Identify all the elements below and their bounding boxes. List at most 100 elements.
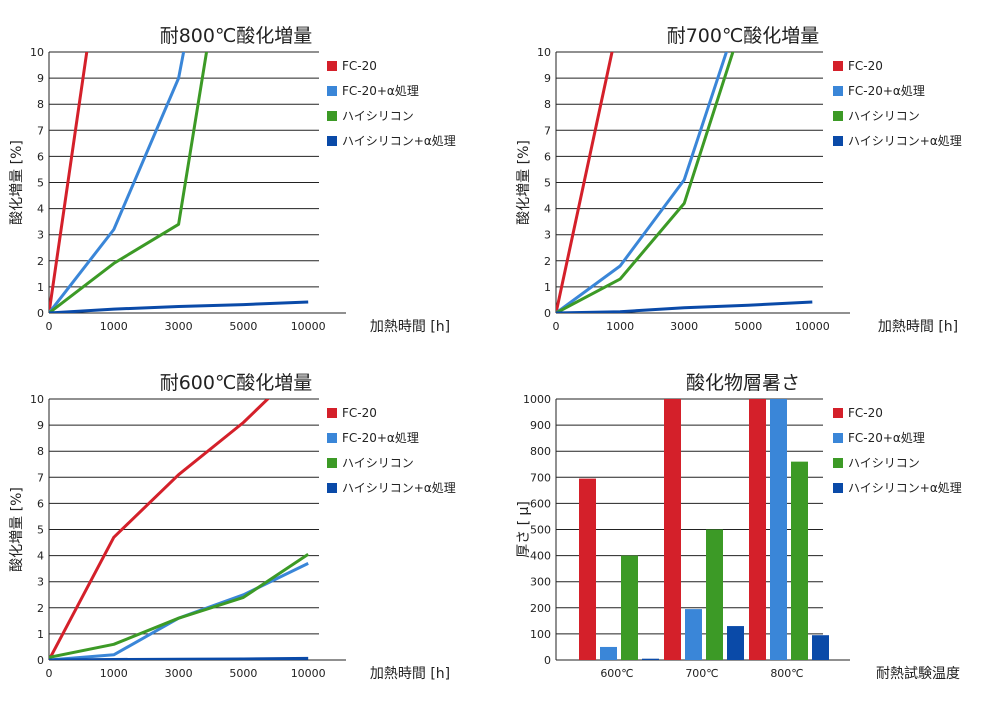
y-tick-label: 6 bbox=[37, 497, 44, 510]
chart-title: 耐600℃酸化増量 bbox=[160, 372, 313, 394]
x-tick-label: 10000 bbox=[291, 667, 326, 680]
y-tick-label: 7 bbox=[37, 471, 44, 484]
x-tick-label: 5000 bbox=[734, 320, 762, 333]
y-tick-label: 5 bbox=[544, 177, 551, 190]
y-tick-label: 5 bbox=[37, 177, 44, 190]
y-tick-label: 1 bbox=[544, 281, 551, 294]
legend-label: FC-20+α処理 bbox=[342, 431, 419, 445]
y-tick-label: 8 bbox=[37, 98, 44, 111]
x-tick-label: 1000 bbox=[606, 320, 634, 333]
legend-label: FC-20 bbox=[342, 406, 377, 420]
legend-label: FC-20 bbox=[342, 59, 377, 73]
x-tick-label: 3000 bbox=[670, 320, 698, 333]
y-tick-label: 10 bbox=[30, 393, 44, 406]
legend-swatch bbox=[327, 61, 337, 71]
legend-swatch bbox=[833, 136, 843, 146]
x-axis-title: 加熱時間 [h] bbox=[370, 319, 450, 335]
y-tick-label: 500 bbox=[530, 524, 551, 537]
y-axis-title: 酸化増量 [%] bbox=[516, 140, 532, 225]
y-tick-label: 400 bbox=[530, 550, 551, 563]
series-line-3 bbox=[49, 52, 209, 313]
plot-area bbox=[49, 52, 309, 313]
y-tick-label: 5 bbox=[37, 524, 44, 537]
legend-label: FC-20+α処理 bbox=[848, 84, 925, 98]
y-tick-label: 2 bbox=[544, 255, 551, 268]
legend-label: FC-20 bbox=[848, 406, 883, 420]
bar bbox=[812, 635, 829, 660]
y-tick-label: 0 bbox=[37, 654, 44, 667]
legend-swatch bbox=[327, 433, 337, 443]
x-tick-label: 600℃ bbox=[600, 667, 633, 680]
y-tick-label: 9 bbox=[544, 72, 551, 85]
x-axis-title: 耐熱試験温度 bbox=[876, 666, 960, 682]
y-tick-label: 3 bbox=[37, 229, 44, 242]
bar bbox=[685, 609, 702, 660]
y-tick-label: 600 bbox=[530, 497, 551, 510]
y-tick-label: 1000 bbox=[523, 393, 551, 406]
legend-swatch bbox=[327, 483, 337, 493]
y-axis-title: 酸化増量 [%] bbox=[9, 140, 25, 225]
legend-label: ハイシリコン+α処理 bbox=[848, 134, 962, 148]
y-tick-label: 3 bbox=[544, 229, 551, 242]
series-line-1 bbox=[556, 52, 614, 313]
legend-swatch bbox=[833, 433, 843, 443]
y-tick-label: 0 bbox=[544, 307, 551, 320]
x-tick-label: 10000 bbox=[291, 320, 326, 333]
bar bbox=[600, 646, 617, 660]
plot-area bbox=[49, 399, 310, 660]
y-tick-label: 1 bbox=[37, 628, 44, 641]
y-tick-label: 800 bbox=[530, 445, 551, 458]
legend-label: ハイシリコン+α処理 bbox=[848, 481, 962, 495]
y-tick-label: 100 bbox=[530, 628, 551, 641]
y-axis-title: 厚さ [ μ] bbox=[516, 501, 532, 558]
y-tick-label: 4 bbox=[37, 550, 44, 563]
y-tick-label: 8 bbox=[544, 98, 551, 111]
y-tick-label: 6 bbox=[37, 150, 44, 163]
x-axis-title: 加熱時間 [h] bbox=[370, 666, 450, 682]
plot-area bbox=[556, 52, 813, 313]
legend-label: FC-20 bbox=[848, 59, 883, 73]
bar bbox=[770, 399, 787, 660]
x-tick-label: 700℃ bbox=[685, 667, 718, 680]
legend-swatch bbox=[327, 408, 337, 418]
y-axis-title: 酸化増量 [%] bbox=[9, 487, 25, 572]
legend-swatch bbox=[833, 86, 843, 96]
bar bbox=[791, 461, 808, 660]
series-line-4 bbox=[49, 300, 309, 313]
y-tick-label: 0 bbox=[544, 654, 551, 667]
legend-label: ハイシリコン+α処理 bbox=[342, 134, 456, 148]
series-line-1 bbox=[49, 52, 89, 313]
legend-swatch bbox=[327, 86, 337, 96]
x-tick-label: 0 bbox=[46, 667, 53, 680]
legend-swatch bbox=[833, 458, 843, 468]
y-tick-label: 300 bbox=[530, 576, 551, 589]
legend-label: ハイシリコン+α処理 bbox=[342, 481, 456, 495]
chart-title: 耐700℃酸化増量 bbox=[667, 25, 820, 47]
series-line-4 bbox=[556, 300, 813, 313]
legend-swatch bbox=[327, 111, 337, 121]
y-tick-label: 9 bbox=[37, 419, 44, 432]
legend-label: ハイシリコン bbox=[848, 456, 920, 470]
legend-label: FC-20+α処理 bbox=[342, 84, 419, 98]
y-tick-label: 9 bbox=[37, 72, 44, 85]
bar bbox=[727, 626, 744, 660]
y-tick-label: 6 bbox=[544, 150, 551, 163]
x-tick-label: 10000 bbox=[795, 320, 830, 333]
y-tick-label: 900 bbox=[530, 419, 551, 432]
chart-title: 酸化物層暑さ bbox=[686, 372, 800, 394]
y-tick-label: 10 bbox=[30, 46, 44, 59]
x-tick-label: 3000 bbox=[165, 667, 193, 680]
y-tick-label: 7 bbox=[37, 124, 44, 137]
series-line-4 bbox=[49, 656, 309, 660]
y-tick-label: 8 bbox=[37, 445, 44, 458]
x-tick-label: 5000 bbox=[229, 320, 257, 333]
bar bbox=[621, 555, 638, 660]
x-tick-label: 1000 bbox=[100, 320, 128, 333]
series-line-3 bbox=[49, 553, 310, 659]
legend-label: ハイシリコン bbox=[342, 456, 414, 470]
x-tick-label: 3000 bbox=[165, 320, 193, 333]
